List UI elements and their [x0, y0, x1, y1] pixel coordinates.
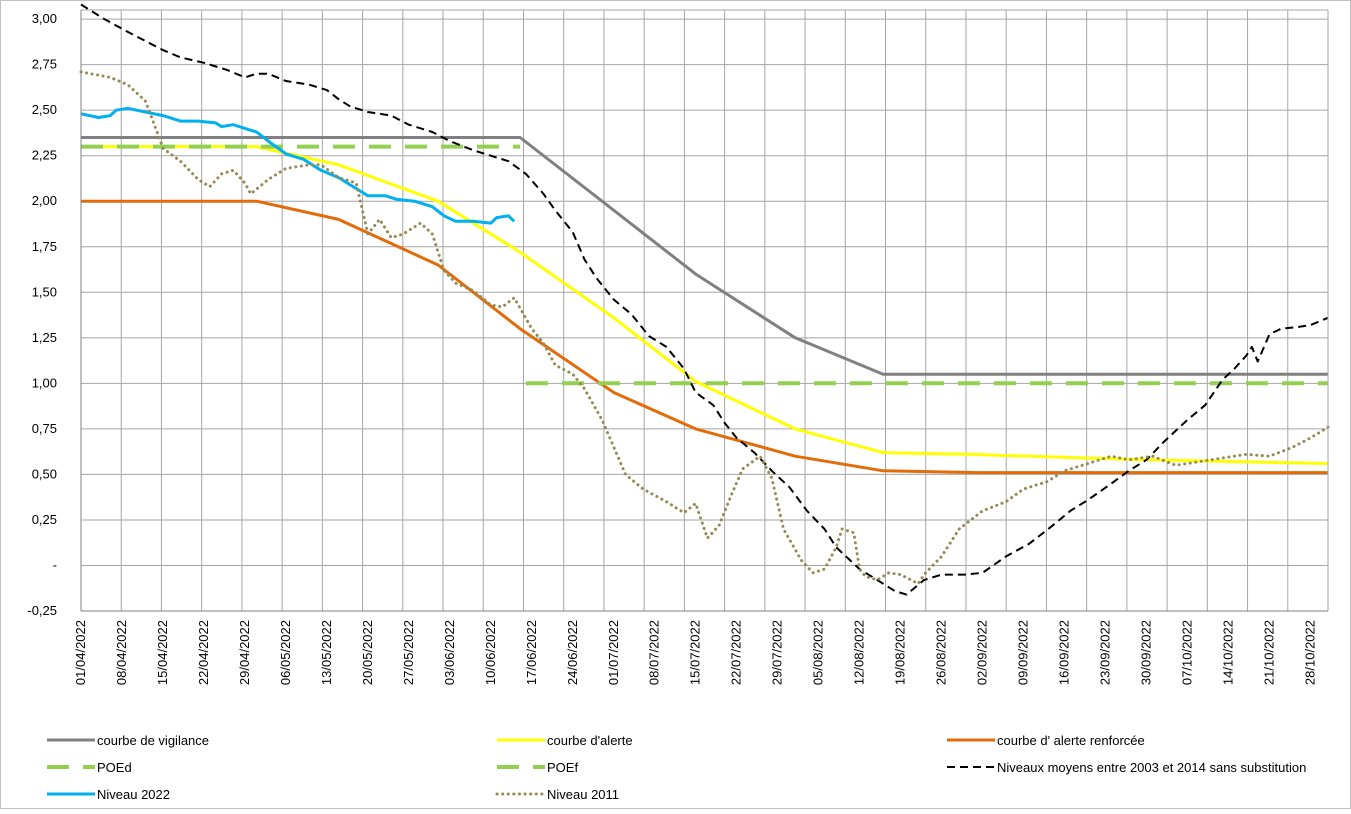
x-tick-label: 30/09/2022 [1139, 620, 1154, 685]
x-tick-label: 20/05/2022 [360, 620, 375, 685]
x-tick-label: 02/09/2022 [975, 620, 990, 685]
x-tick-label: 09/09/2022 [1016, 620, 1031, 685]
y-tick-label: 3,00 [32, 11, 57, 26]
legend-label-niveau-2022: Niveau 2022 [97, 787, 170, 802]
x-tick-label: 19/08/2022 [893, 620, 908, 685]
series-line-courbe-d-alerte [81, 145, 1329, 465]
x-tick-label: 29/04/2022 [237, 620, 252, 685]
x-tick-label: 08/04/2022 [114, 620, 129, 685]
x-tick-label: 05/08/2022 [811, 620, 826, 685]
x-tick-label: 14/10/2022 [1220, 620, 1235, 685]
legend-label-niveau-2011: Niveau 2011 [547, 787, 619, 802]
x-tick-label: 07/10/2022 [1179, 620, 1194, 685]
x-tick-label: 06/05/2022 [278, 620, 293, 685]
x-tick-label: 23/09/2022 [1098, 620, 1113, 685]
y-tick-label: -0,25 [27, 603, 57, 618]
y-tick-label: 1,25 [32, 330, 57, 345]
x-tick-label: 03/06/2022 [442, 620, 457, 685]
legend-label-poed: POEd [97, 760, 132, 775]
y-tick-label: 2,25 [32, 148, 57, 163]
x-tick-label: 16/09/2022 [1057, 620, 1072, 685]
y-tick-label: 0,75 [32, 421, 57, 436]
x-tick-label: 10/06/2022 [483, 620, 498, 685]
series-line-niveau-2011 [79, 70, 1330, 586]
x-tick-label: 21/10/2022 [1261, 620, 1276, 685]
x-tick-label: 22/07/2022 [729, 620, 744, 685]
x-tick-label: 01/04/2022 [73, 620, 88, 685]
y-tick-label: 0,25 [32, 512, 57, 527]
x-tick-label: 17/06/2022 [524, 620, 539, 685]
x-tick-label: 08/07/2022 [647, 620, 662, 685]
series-line-courbe-de-vigilance [81, 136, 1328, 376]
x-tick-label: 24/06/2022 [565, 620, 580, 685]
y-tick-label: 1,00 [32, 375, 57, 390]
x-tick-label: 01/07/2022 [606, 620, 621, 685]
y-tick-label: 2,50 [32, 102, 57, 117]
x-tick-label: 15/04/2022 [155, 620, 170, 685]
y-tick-label: 1,50 [32, 284, 57, 299]
x-tick-label: 27/05/2022 [401, 620, 416, 685]
y-tick-label: 1,75 [32, 239, 57, 254]
x-tick-label: 12/08/2022 [852, 620, 867, 685]
y-tick-label: 2,75 [32, 57, 57, 72]
series-line-niveaux-moyens-entre-2003-et-2014-sans-substitution [80, 3, 1329, 596]
series-line-courbe-d-alerte-renforc-e [81, 199, 1328, 475]
legend-label-courbe-de-vigilance: courbe de vigilance [97, 733, 209, 748]
x-tick-label: 13/05/2022 [319, 620, 334, 685]
y-tick-label: 0,50 [32, 466, 57, 481]
legend-label-courbe-d-alerte: courbe d'alerte [547, 733, 633, 748]
legend-label-courbe-d-alerte-renforc-e: courbe d' alerte renforcée [997, 733, 1145, 748]
y-tick-label: 2,00 [32, 193, 57, 208]
x-tick-label: 26/08/2022 [934, 620, 949, 685]
x-tick-label: 28/10/2022 [1302, 620, 1317, 685]
plot-area [79, 3, 1330, 596]
legend-label-niveaux-moyens-entre-2003-et-2014-sans-substitution: Niveaux moyens entre 2003 et 2014 sans s… [997, 760, 1306, 775]
legend: courbe de vigilance courbe d'alerte courbe… [47, 733, 1306, 802]
x-tick-label: 22/04/2022 [196, 620, 211, 685]
legend-label-poef: POEf [547, 760, 578, 775]
y-tick-label: - [53, 557, 57, 572]
x-tick-label: 15/07/2022 [688, 620, 703, 685]
axes: -0,25-0,250,500,751,001,251,501,752,002,… [27, 9, 1329, 685]
x-tick-label: 29/07/2022 [770, 620, 785, 685]
